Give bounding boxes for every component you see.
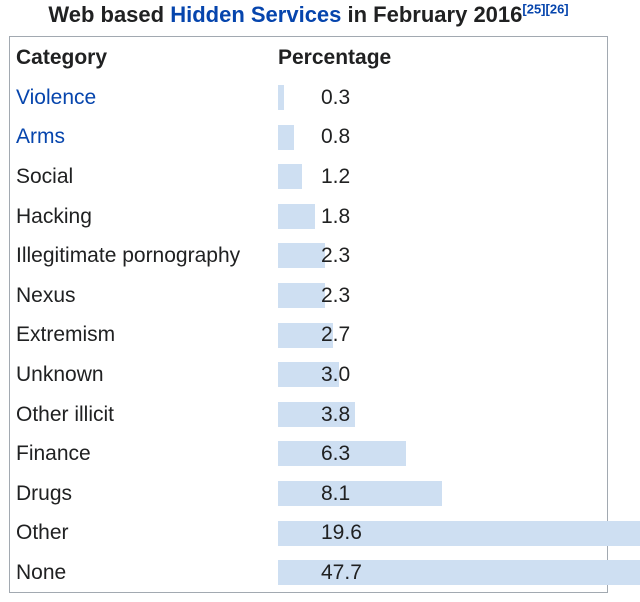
table-row: Unknown 3.0: [10, 355, 607, 395]
percentage-value: 2.7: [321, 323, 351, 347]
table-row: None 47.7: [10, 553, 640, 593]
category-label: Drugs: [16, 481, 73, 505]
percentage-value: 2.3: [321, 283, 351, 307]
percentage-bar: [278, 203, 315, 229]
percentage-value: 3.8: [321, 402, 351, 426]
percentage-bar: [278, 322, 333, 348]
chart-title: Web based Hidden Services in February 20…: [10, 2, 607, 28]
category-link[interactable]: Arms: [16, 125, 65, 149]
percentage-value: 19.6: [321, 521, 362, 545]
table-body: Violence 0.3 Arms 0.8 Social 1.2 Hacking: [10, 78, 640, 593]
table-row: Nexus 2.3: [10, 276, 607, 316]
percentage-bar: [278, 243, 325, 269]
percentage-bar: [278, 480, 443, 506]
category-label: Other: [16, 521, 69, 545]
percentage-value: 47.7: [321, 560, 362, 584]
percentage-bar: [278, 362, 339, 388]
table-row: Drugs 8.1: [10, 474, 607, 514]
table-row: Violence 0.3: [10, 78, 607, 118]
percentage-bar: [278, 401, 356, 427]
percentage-bar: [278, 282, 325, 308]
title-prefix: Web based: [48, 2, 171, 27]
table-row: Social 1.2: [10, 157, 607, 197]
category-label: None: [16, 560, 67, 584]
table-row: Other illicit 3.8: [10, 395, 607, 435]
category-label: Unknown: [16, 362, 104, 386]
category-label: Social: [16, 164, 74, 188]
hidden-services-link[interactable]: Hidden Services: [170, 2, 342, 27]
percentage-value: 6.3: [321, 442, 351, 466]
table-row: Finance 6.3: [10, 434, 607, 474]
table-row: Hacking 1.8: [10, 197, 607, 237]
category-header: Category: [16, 45, 108, 69]
citation-25-link[interactable]: [25]: [522, 1, 546, 17]
percentage-bar: [278, 560, 640, 586]
percentage-value: 1.2: [321, 164, 351, 188]
citation-26-link[interactable]: [26]: [545, 1, 569, 17]
table-row: Illegitimate pornography 2.3: [10, 236, 607, 276]
category-label: Nexus: [16, 283, 76, 307]
percentage-value: 8.1: [321, 481, 351, 505]
percentage-value: 1.8: [321, 204, 351, 228]
percentage-value: 2.3: [321, 244, 351, 268]
table-row: Extremism 2.7: [10, 316, 607, 356]
table-row: Other 19.6: [10, 514, 640, 554]
percentage-value: 3.0: [321, 362, 351, 386]
citations: [25][26]: [522, 2, 568, 17]
percentage-bar: [278, 520, 640, 546]
percentage-header: Percentage: [278, 45, 392, 69]
percentage-bar: [278, 124, 295, 150]
percentage-bar: [278, 164, 303, 190]
category-link[interactable]: Violence: [16, 85, 97, 109]
data-table: Category Percentage Violence 0.3 Arms 0.…: [9, 36, 640, 593]
percentage-value: 0.3: [321, 85, 351, 109]
category-label: Other illicit: [16, 402, 115, 426]
category-label: Extremism: [16, 323, 116, 347]
category-label: Finance: [16, 442, 91, 466]
table-row: Arms 0.8: [10, 118, 607, 158]
title-suffix: in February 2016: [341, 2, 523, 27]
percentage-value: 0.8: [321, 125, 351, 149]
percentage-bar: [278, 85, 285, 110]
percentage-bar: [278, 441, 406, 467]
header-row: Category Percentage: [10, 37, 607, 78]
category-label: Hacking: [16, 204, 92, 228]
category-label: Illegitimate pornography: [16, 244, 241, 268]
